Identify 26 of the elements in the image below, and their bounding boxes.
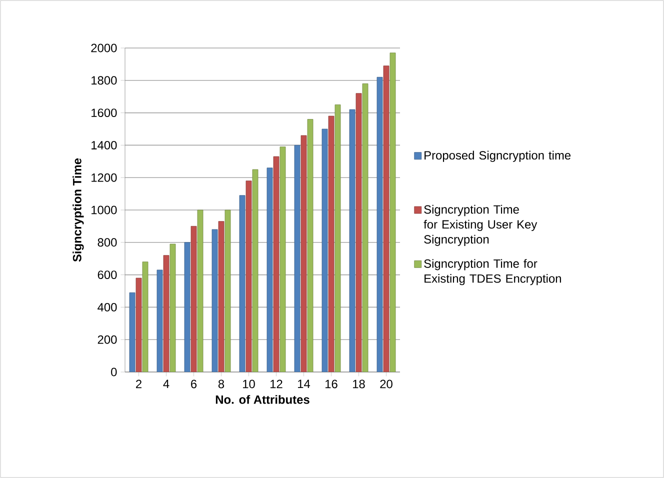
x-axis-title: No. of Attributes <box>216 395 310 404</box>
y-tick-label: 600 <box>98 270 117 280</box>
y-tick-label: 1600 <box>92 108 117 118</box>
x-tick-label: 12 <box>270 380 282 388</box>
y-tick-label: 0 <box>111 368 117 376</box>
y-tick-label: 800 <box>98 238 117 247</box>
y-axis-title: Signcryption Time <box>72 158 84 262</box>
x-tick-label: 6 <box>191 380 197 388</box>
y-tick-label: 1200 <box>92 173 117 182</box>
legend-label: Signcryption Time for Existing TDES Encryption <box>424 259 561 286</box>
y-tick-label: 2000 <box>91 44 117 52</box>
x-tick-label: 14 <box>298 380 310 388</box>
x-tick-label: 18 <box>353 380 365 388</box>
legend-label: Proposed Signcryption time <box>424 150 571 162</box>
x-tick-label: 20 <box>380 380 392 388</box>
x-tick-label: 8 <box>218 380 224 388</box>
y-tick-label: 400 <box>98 302 117 312</box>
x-tick-label: 10 <box>243 380 255 388</box>
y-tick-label: 1400 <box>92 140 117 150</box>
y-tick-label: 1000 <box>92 206 117 214</box>
x-tick-label: 2 <box>136 380 142 388</box>
y-tick-label: 200 <box>98 335 117 344</box>
legend-label: Signcryption Time for Existing User Key Signcryption <box>424 204 538 246</box>
x-tick-label: 4 <box>163 380 170 388</box>
y-tick-label: 1800 <box>92 76 117 85</box>
x-tick-label: 16 <box>326 380 338 388</box>
